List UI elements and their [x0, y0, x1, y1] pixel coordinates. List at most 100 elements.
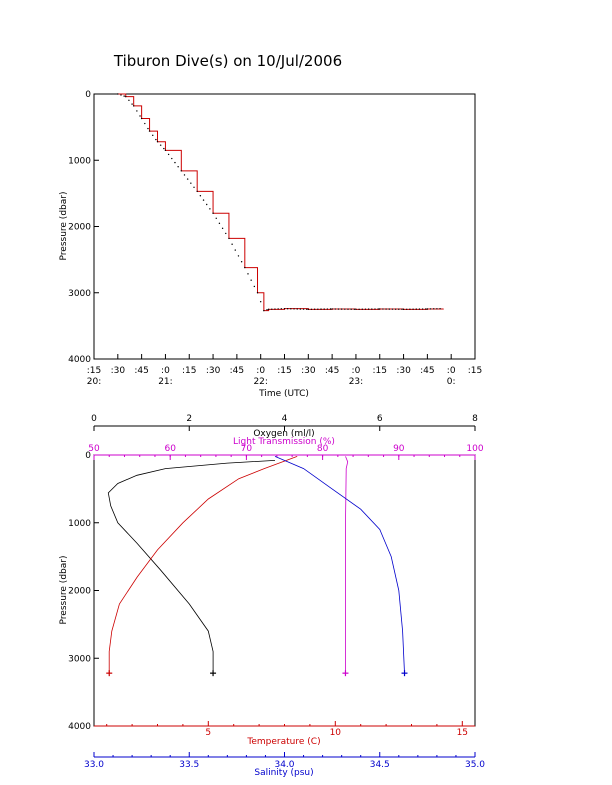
- light-tick-label: 80: [317, 444, 329, 454]
- pressure-time-point: [174, 161, 176, 164]
- temperature-axis-label: Temperature (C): [246, 737, 320, 747]
- pressure-time-point: [250, 279, 252, 281]
- pressure-time-point: [398, 308, 400, 310]
- oxygen-tick-label: 8: [472, 414, 478, 424]
- pressure-time-point: [240, 261, 243, 263]
- top-xlabel: Time (UTC): [258, 389, 309, 399]
- pressure-time-point: [117, 93, 119, 95]
- pressure-time-point: [266, 309, 268, 311]
- y-tick-label: 1000: [68, 156, 91, 166]
- pressure-time-point: [337, 308, 340, 310]
- x-tick-label: :30: [396, 366, 411, 376]
- pressure-time-point: [152, 134, 154, 137]
- y-tick-label: 4000: [68, 355, 91, 365]
- x-tick-hour-label: 20:: [87, 377, 101, 387]
- pressure-time-point: [125, 95, 127, 98]
- pressure-time-point: [193, 186, 195, 188]
- light-tick-label: 90: [393, 444, 405, 454]
- pressure-time-point: [144, 122, 146, 125]
- pressure-time-point: [139, 115, 141, 117]
- x-tick-label: :30: [111, 366, 126, 376]
- x-tick-label: :15: [182, 366, 196, 376]
- pressure-time-point: [234, 249, 236, 251]
- pressure-time-point: [436, 308, 438, 310]
- salinity-tick-label: 33.0: [84, 760, 104, 770]
- y-tick-label: 0: [85, 451, 91, 461]
- pressure-time-point: [253, 285, 256, 288]
- pressure-time-point: [120, 94, 122, 96]
- y-tick-label: 0: [85, 90, 91, 100]
- salinity-tick-label: 33.5: [179, 760, 199, 770]
- pressure-time-point: [377, 308, 379, 310]
- salinity-tick-label: 35.0: [465, 760, 485, 770]
- pressure-time-point: [331, 308, 333, 310]
- pressure-time-point: [317, 308, 319, 310]
- pressure-time-point: [355, 308, 357, 311]
- x-tick-label: :15: [373, 366, 387, 376]
- pressure-time-point: [190, 182, 192, 184]
- pressure-time-point: [215, 217, 217, 219]
- pressure-time-point: [361, 308, 363, 310]
- pressure-time-point: [159, 144, 162, 146]
- pressure-time-point: [406, 308, 408, 310]
- pressure-time-point: [302, 308, 305, 310]
- pressure-time-point: [310, 308, 313, 310]
- x-tick-label: :45: [420, 366, 434, 376]
- pressure-time-point: [313, 308, 316, 310]
- oxygen-tick-label: 4: [282, 414, 288, 424]
- pressure-time-point: [212, 212, 214, 214]
- pressure-time-point: [225, 232, 227, 235]
- pressure-time-point: [385, 308, 387, 310]
- pressure-time-point: [186, 178, 189, 180]
- pressure-time-point: [401, 308, 403, 310]
- x-tick-hour-label: 22:: [253, 377, 267, 387]
- pressure-time-point: [286, 308, 289, 310]
- y-tick-label: 2000: [68, 223, 91, 233]
- pressure-time-point: [388, 308, 390, 310]
- pressure-time-point: [183, 174, 186, 176]
- pressure-time-point: [164, 149, 167, 152]
- light-tick-label: 100: [466, 444, 483, 454]
- pressure-time-point: [218, 222, 221, 225]
- x-tick-label: :45: [230, 366, 244, 376]
- pressure-time-point: [196, 190, 198, 193]
- pressure-time-point: [350, 308, 352, 310]
- plot-frame-top: [93, 93, 476, 360]
- pressure-time-point: [371, 308, 373, 310]
- pressure-time-point: [140, 117, 143, 120]
- pressure-time-point: [323, 308, 325, 310]
- pressure-time-point: [228, 237, 230, 240]
- pressure-time-point: [256, 292, 259, 294]
- pressure-time-point: [344, 308, 346, 310]
- pressure-time-point: [353, 308, 356, 310]
- pressure-time-point: [347, 308, 349, 310]
- top-y-axis: 0 1000 2000 3000 4000: [68, 90, 99, 365]
- x-tick-label: :15: [87, 366, 101, 376]
- temperature-tick-label: 5: [205, 728, 211, 738]
- pressure-time-point: [382, 308, 384, 310]
- plot-frame-bottom: [93, 454, 476, 727]
- y-tick-label: 3000: [68, 654, 91, 664]
- pressure-time-point: [306, 308, 308, 310]
- pressure-time-point: [412, 308, 414, 310]
- temperature-tick-label: 10: [330, 728, 342, 738]
- x-tick-label: :45: [325, 366, 339, 376]
- top-x-axis: :1520::30:45:021::15:30:45:022::15:30:45…: [87, 354, 482, 387]
- pressure-time-point: [299, 308, 302, 310]
- pressure-time-point: [237, 255, 240, 257]
- pressure-time-point: [307, 308, 310, 311]
- pressure-time-point: [209, 208, 211, 210]
- light-axis-label: Light Transmission (%): [233, 437, 335, 447]
- pressure-time-point: [421, 308, 424, 310]
- pressure-time-point: [296, 308, 298, 310]
- pressure-time-point: [177, 166, 179, 168]
- pressure-time-point: [147, 127, 149, 130]
- salinity-axis-label: Salinity (psu): [254, 768, 313, 778]
- pressure-time-point: [394, 308, 397, 310]
- x-tick-label: :0: [161, 366, 170, 376]
- salinity-tick-label: 34.0: [274, 760, 294, 770]
- pressure-time-point: [418, 308, 421, 310]
- x-tick-label: :15: [277, 366, 291, 376]
- x-tick-label: :45: [134, 366, 148, 376]
